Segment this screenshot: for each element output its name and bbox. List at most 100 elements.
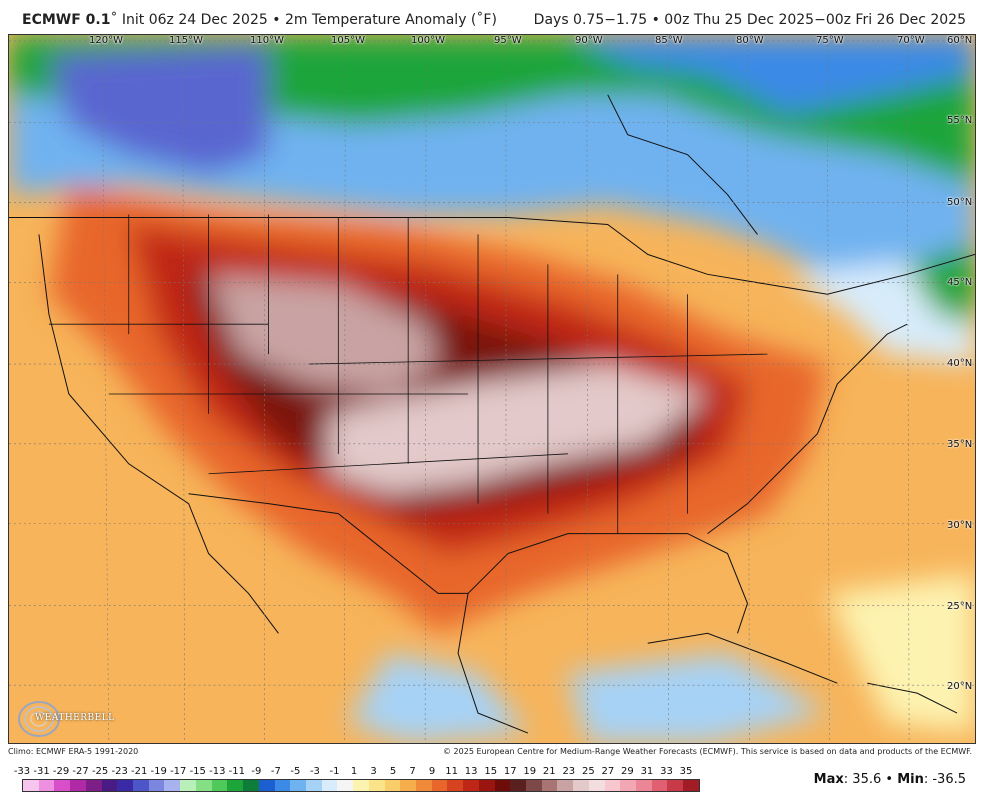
legend-swatch	[258, 780, 275, 791]
lon-label: 70°W	[897, 35, 925, 46]
legend-tick-label: -1	[329, 766, 340, 777]
lat-label: 30°N	[947, 520, 973, 531]
legend-tick-label: 27	[601, 766, 615, 777]
legend-swatch	[463, 780, 479, 791]
graticule	[9, 35, 975, 743]
legend-tick-label: 33	[660, 766, 673, 777]
legend-swatch	[478, 780, 495, 791]
legend-tick-label: -9	[251, 766, 262, 777]
legend-tick-label: 11	[445, 766, 459, 777]
legend-tick-label: -7	[270, 766, 281, 777]
field-extreme-plains	[328, 364, 708, 494]
legend-tick-label: -21	[131, 766, 148, 777]
atlantic-coast	[707, 323, 908, 534]
mexico-gulf-coast	[457, 593, 529, 734]
legend-swatch	[101, 780, 118, 791]
legend-swatch	[38, 780, 55, 791]
field-green-maritimes	[907, 244, 975, 325]
copyright-note: © 2025 European Centre for Medium-Range …	[443, 747, 972, 756]
legend-tick-label: 7	[409, 766, 416, 777]
weatherbell-swirl-logo: WEATHERBELL	[15, 699, 114, 739]
lat-label: 35°N	[947, 439, 973, 450]
legend-tick-label: 29	[621, 766, 634, 777]
legend-swatch	[667, 780, 684, 791]
legend-swatch	[588, 780, 605, 791]
legend-swatch	[604, 780, 621, 791]
field-neutral-atlantic	[827, 573, 975, 734]
us-canada-border	[9, 216, 975, 295]
boundaries	[9, 94, 975, 734]
lat-label: 20°N	[947, 681, 973, 692]
lon-label: 90°W	[575, 35, 603, 46]
legend-swatch	[117, 780, 134, 791]
max-value: 35.6	[852, 772, 882, 787]
lat-label: 60°N	[947, 35, 973, 46]
lat-label: 25°N	[947, 601, 973, 612]
legend-tick-label: 21	[542, 766, 556, 777]
legend-tick-label: 5	[389, 766, 397, 777]
legend-swatch	[243, 780, 259, 791]
legend-ticks: -33 -31 -29 -27 -25 -23 -21 -19 -17 -15 -13 -11 -9 -7…	[14, 766, 704, 778]
legend-tick-label: -17	[170, 766, 187, 777]
legend-swatch	[164, 780, 181, 791]
hispaniola-outline	[867, 682, 958, 714]
lon-label: 95°W	[494, 35, 522, 46]
legend-swatch	[321, 780, 338, 791]
legend-swatch	[400, 780, 416, 791]
legend-swatch	[526, 780, 542, 791]
legend-swatch	[353, 780, 369, 791]
lon-label: 75°W	[816, 35, 844, 46]
legend-swatch	[54, 780, 71, 791]
legend-tick-label: -13	[209, 766, 226, 777]
legend-tick-label: -11	[228, 766, 245, 777]
lon-label: 120°W	[89, 35, 123, 46]
lon-label: 85°W	[655, 35, 683, 46]
legend-swatch	[651, 780, 668, 791]
map-canvas	[9, 35, 975, 743]
lat-label: 40°N	[947, 358, 973, 369]
field-blue-northeast	[567, 35, 975, 115]
map-title: ECMWF 0.1˚ Init 06z 24 Dec 2025 • 2m Tem…	[22, 12, 497, 28]
legend-swatch	[180, 780, 196, 791]
color-legend	[22, 779, 700, 792]
legend-swatch	[305, 780, 322, 791]
legend-tick-label: 9	[428, 766, 436, 777]
lon-label: 100°W	[411, 35, 445, 46]
lon-label: 115°W	[169, 35, 203, 46]
max-min-stats: Max: 35.6 • Min: -36.5	[813, 772, 966, 787]
legend-tick-label: -25	[91, 766, 109, 777]
legend-swatch	[133, 780, 149, 791]
max-label: Max	[813, 772, 844, 787]
legend-swatch	[337, 780, 354, 791]
lat-label: 50°N	[947, 197, 973, 208]
lon-label: 80°W	[736, 35, 764, 46]
legend-swatch	[510, 780, 526, 791]
lon-label: 110°W	[250, 35, 284, 46]
legend-swatch	[85, 780, 102, 791]
legend-tick-label: -15	[189, 766, 206, 777]
state-lines-horizontal	[48, 323, 768, 475]
field-cool-mexico	[348, 653, 528, 743]
legend-swatch	[227, 780, 244, 791]
anomaly-map[interactable]: 120°W 115°W 110°W 105°W 100°W 95°W 90°W …	[8, 34, 976, 744]
legend-swatch	[274, 780, 291, 791]
legend-swatch	[573, 780, 589, 791]
state-lines	[128, 214, 688, 534]
legend-tick-label: 15	[484, 766, 498, 777]
legend-swatch	[384, 780, 401, 791]
init-and-variable: ˚ Init 06z 24 Dec 2025 • 2m Temperature …	[110, 12, 497, 28]
legend-tick-label: 17	[503, 766, 517, 777]
legend-tick-label: -27	[72, 766, 89, 777]
valid-period: Days 0.75−1.75 • 00z Thu 25 Dec 2025−00z…	[533, 12, 966, 28]
legend-swatch	[415, 780, 432, 791]
legend-tick-label: 3	[370, 766, 377, 777]
legend-swatch	[447, 780, 464, 791]
stats-separator: •	[881, 772, 898, 787]
legend-swatch	[368, 780, 385, 791]
legend-tick-label: 35	[679, 766, 693, 777]
legend-tick-label: -19	[150, 766, 167, 777]
legend-swatch	[541, 780, 558, 791]
legend-tick-label: 1	[350, 766, 358, 777]
legend-tick-label: -33	[13, 766, 31, 777]
legend-swatch	[683, 780, 699, 791]
